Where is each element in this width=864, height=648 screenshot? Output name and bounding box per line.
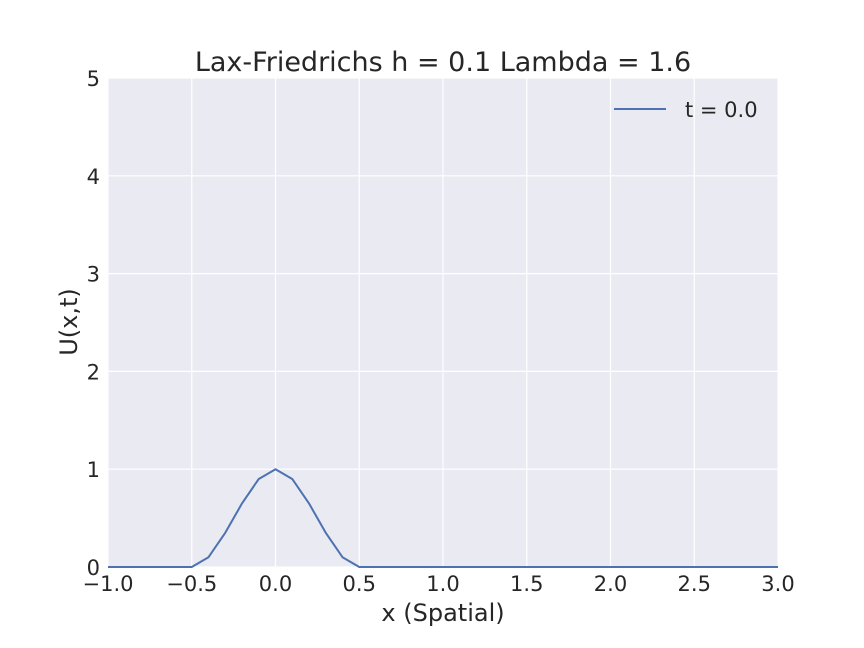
x-tick-label: 0.5 <box>343 572 376 596</box>
legend: t = 0.0 <box>614 98 758 122</box>
x-tick-label: 2.0 <box>594 572 627 596</box>
y-tick-labels: 0 1 2 3 4 5 <box>87 67 100 580</box>
x-tick-label: −0.5 <box>166 572 217 596</box>
series-line <box>108 468 778 568</box>
x-tick-label: 1.0 <box>426 572 459 596</box>
legend-label: t = 0.0 <box>685 98 758 122</box>
x-tick-label: 0.0 <box>259 572 292 596</box>
x-axis-label: x (Spatial) <box>381 599 504 627</box>
x-tick-label: 3.0 <box>761 572 794 596</box>
x-tick-label: −1.0 <box>83 572 134 596</box>
y-tick-label: 0 <box>87 556 100 580</box>
series-group <box>108 468 778 568</box>
y-tick-label: 1 <box>87 458 100 482</box>
y-axis-label: U(x,t) <box>55 288 83 356</box>
x-tick-label: 2.5 <box>678 572 711 596</box>
x-tick-label: 1.5 <box>510 572 543 596</box>
y-tick-label: 4 <box>87 165 100 189</box>
y-tick-label: 5 <box>87 67 100 91</box>
y-tick-label: 2 <box>87 360 100 384</box>
y-tick-label: 3 <box>87 263 100 287</box>
x-tick-labels: −1.0 −0.5 0.0 0.5 1.0 1.5 2.0 2.5 3.0 <box>83 572 795 596</box>
chart-title: Lax-Friedrichs h = 0.1 Lambda = 1.6 <box>195 47 691 78</box>
